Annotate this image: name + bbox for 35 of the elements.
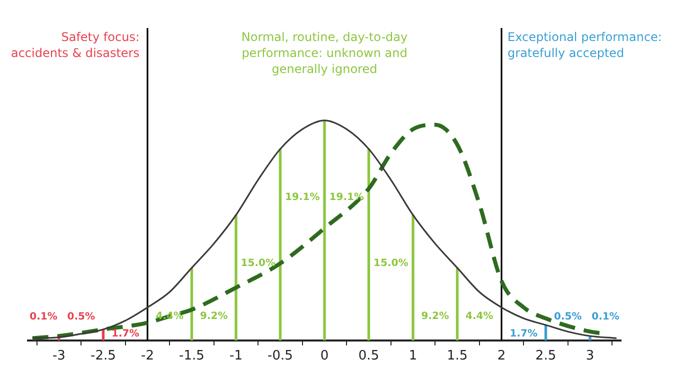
x-tick-label: -2 [141,348,154,364]
annotation: 15.0% [374,258,408,269]
annotation: 19.1% [285,192,320,203]
text: Normal, routine, day-to-day performance: unknown and generally ignored [241,30,408,76]
x-tick-label: -1.5 [179,348,204,364]
bar [456,267,459,340]
x-tick-label: -0.5 [268,348,293,364]
text: Safety focus: accidents & disasters [10,30,140,60]
annotation: 0.5% [67,312,95,323]
bar [278,148,282,340]
annotation: 4.4% [466,310,494,322]
annotation: 9.2% [200,310,228,322]
annotation: 1.7% [111,328,140,340]
annotation: 15.0% [240,258,276,269]
x-tick-label: -3 [52,348,66,364]
annotation: 0.1% [592,312,620,323]
x-tick-label: 2 [497,348,506,364]
bar [234,214,238,340]
annotation: 19.1% [329,192,364,203]
text: Exceptional performance: gratefully accepted [508,30,662,60]
x-tick-label: -1 [230,348,242,364]
annotation: 1.7% [510,328,538,340]
x-tick-label: 3 [586,348,594,364]
x-tick-label: 1 [408,348,418,364]
x-tick-label: 0.5 [358,348,380,364]
annotation: 0.5% [554,312,582,323]
x-tick-label: 0 [320,348,329,364]
x-tick-label: 2.5 [535,348,556,364]
x-tick-label: 1.5 [446,348,468,364]
annotation: 0.1% [30,312,58,323]
x-tick-label: -2.5 [90,348,116,364]
annotation: 9.2% [421,310,449,322]
bar [367,148,370,340]
bar [412,214,414,340]
bar [323,120,326,340]
